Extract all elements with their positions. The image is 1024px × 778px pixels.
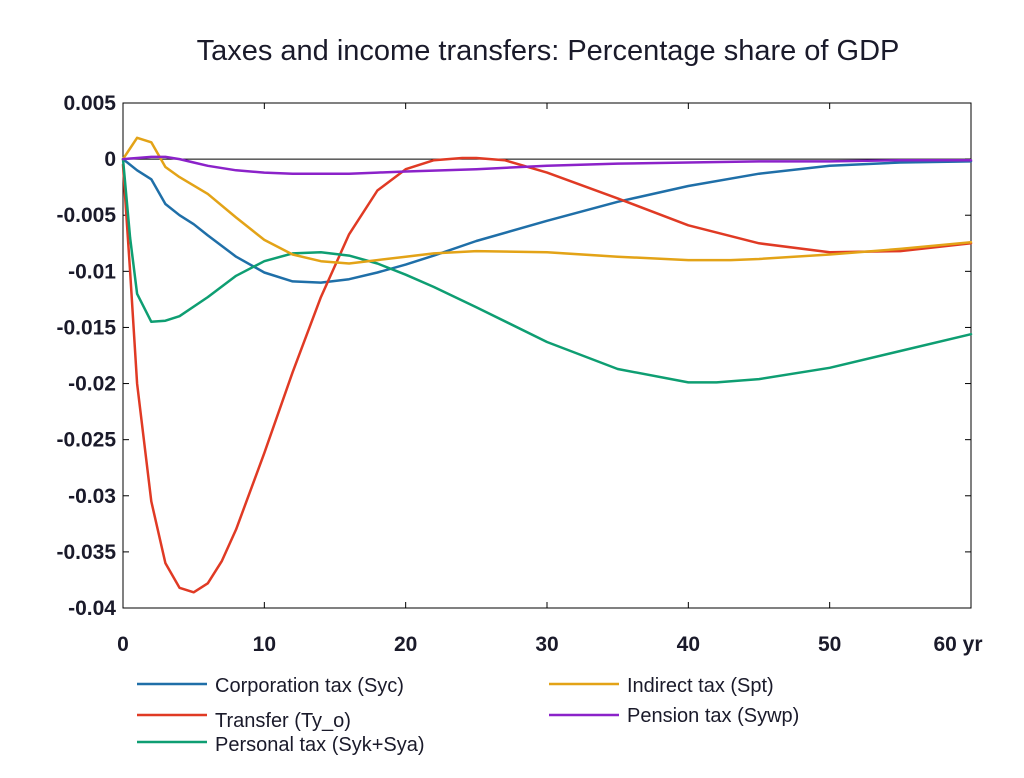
legend-label: Corporation tax (Syc) bbox=[215, 675, 404, 697]
x-tick-label: 50 bbox=[818, 633, 841, 656]
series-line-2 bbox=[121, 157, 973, 384]
plot-area-frame bbox=[122, 102, 972, 609]
x-axis: 0 10 20 30 40 50 60 yr bbox=[117, 103, 983, 656]
series-line-3 bbox=[121, 136, 973, 265]
y-tick-label: 0.005 bbox=[63, 92, 116, 115]
y-tick-label: -0.04 bbox=[68, 597, 116, 620]
y-axis: 0.005 0 -0.005 -0.01 -0.015 -0.02 -0.025 -0.03 -… bbox=[56, 92, 971, 620]
legend-label: Pension tax (Sywp) bbox=[627, 705, 799, 727]
series-line-0 bbox=[121, 157, 973, 284]
y-tick-label: -0.025 bbox=[56, 429, 116, 452]
y-tick-label: -0.01 bbox=[68, 260, 116, 283]
legend-label: Indirect tax (Spt) bbox=[627, 675, 774, 697]
x-tick-label: 10 bbox=[253, 633, 276, 656]
y-tick-label: 0 bbox=[104, 148, 116, 171]
y-tick-label: -0.005 bbox=[56, 204, 116, 227]
legend-label: Personal tax (Syk+Sya) bbox=[215, 734, 425, 756]
legend: Corporation tax (Syc) Transfer (Ty_o)Pers… bbox=[137, 675, 799, 756]
x-tick-label: 60 yr bbox=[933, 633, 982, 656]
y-tick-label: -0.03 bbox=[68, 485, 116, 508]
series-line-4 bbox=[121, 155, 973, 175]
series-line-1 bbox=[121, 156, 973, 594]
chart-title: Taxes and income transfers: Percentage s… bbox=[197, 35, 900, 67]
x-tick-label: 0 bbox=[117, 633, 129, 656]
legend-label: Transfer (Ty_o) bbox=[215, 710, 351, 732]
y-tick-label: -0.02 bbox=[68, 373, 116, 396]
y-tick-label: -0.035 bbox=[56, 541, 116, 564]
x-tick-label: 40 bbox=[677, 633, 700, 656]
x-tick-label: 30 bbox=[535, 633, 558, 656]
y-tick-label: -0.015 bbox=[56, 316, 116, 339]
x-tick-label: 20 bbox=[394, 633, 417, 656]
series-lines bbox=[121, 136, 973, 594]
